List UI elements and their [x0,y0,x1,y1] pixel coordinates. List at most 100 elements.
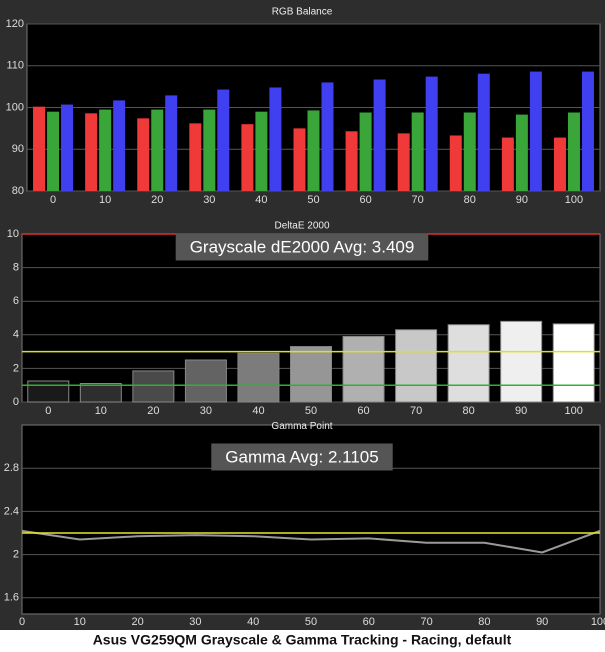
y-tick-label: 2.4 [4,505,19,517]
line [21,529,601,554]
x-tick-label: 40 [255,194,267,206]
x-tick-label: 20 [131,616,143,628]
chart-title: Gamma Point [271,421,332,432]
x-tick-label: 90 [516,194,528,206]
bar [449,135,462,191]
bar [397,133,410,191]
x-tick-label: 100 [591,616,605,628]
bar [553,137,566,191]
bar [79,383,122,403]
bar [345,131,358,191]
bar [269,87,282,191]
x-tick-label: 0 [19,616,25,628]
bar [290,346,332,403]
bar [293,128,306,191]
bar [137,118,150,191]
y-tick-label: 2 [13,362,19,374]
bar [500,320,543,403]
bar [395,329,438,403]
bar [189,123,202,191]
y-tick-label: 90 [12,143,24,155]
bar [342,335,385,403]
y-tick-label: 1.6 [4,592,19,604]
bar [217,89,230,191]
bar [373,79,386,191]
x-tick-label: 10 [74,616,86,628]
x-tick-label: 10 [95,405,107,417]
bar [447,324,490,403]
bar [307,110,320,191]
caption: Asus VG259QM Grayscale & Gamma Tracking … [93,632,512,648]
annotation-box [175,233,429,261]
bar [567,112,580,191]
x-tick-label: 100 [565,194,583,206]
bar [61,104,74,191]
x-tick-label: 70 [410,405,422,417]
x-tick-label: 80 [478,616,490,628]
y-tick-label: 8 [13,262,19,274]
x-tick-label: 60 [359,194,371,206]
annotation: Grayscale dE2000 Avg: 3.409 [190,237,415,256]
bar [359,112,372,191]
bar [515,114,528,191]
bar [99,109,112,191]
bar [425,76,438,191]
x-tick-label: 0 [45,405,51,417]
x-tick-label: 20 [151,194,163,206]
y-tick-label: 2.8 [4,462,19,474]
y-tick-label: 80 [12,185,24,197]
bar [255,111,268,191]
bar [237,352,280,403]
bar [85,113,98,191]
bar [321,82,334,191]
bar [552,323,595,403]
chart-title: DeltaE 2000 [274,221,329,232]
bar [241,124,254,191]
chart-title: RGB Balance [272,7,333,18]
x-tick-label: 90 [515,405,527,417]
y-tick-label: 100 [6,101,24,113]
x-tick-label: 40 [247,616,259,628]
annotation-box [211,443,393,471]
y-tick-label: 110 [6,60,24,72]
bar [132,370,175,403]
bar [529,71,542,191]
y-tick-label: 4 [13,329,19,341]
x-tick-label: 50 [307,194,319,206]
x-tick-label: 70 [420,616,432,628]
bar [581,71,594,191]
x-tick-label: 0 [50,194,56,206]
y-tick-label: 2 [13,549,19,561]
x-tick-label: 40 [252,405,264,417]
x-tick-label: 10 [99,194,111,206]
x-tick-label: 70 [412,194,424,206]
y-tick-label: 0 [13,396,19,408]
bar [203,109,216,191]
x-tick-label: 20 [147,405,159,417]
bar [463,112,476,191]
bar [27,380,70,403]
x-tick-label: 30 [200,405,212,417]
x-tick-label: 60 [357,405,369,417]
bar [151,109,164,191]
bar [47,111,60,191]
bar [477,73,490,191]
x-tick-label: 80 [463,405,475,417]
bar [33,106,46,191]
y-tick-label: 120 [6,18,24,30]
x-tick-label: 100 [565,405,583,417]
bar [165,95,178,191]
x-tick-label: 30 [189,616,201,628]
x-tick-label: 60 [363,616,375,628]
annotation: Gamma Avg: 2.1105 [225,447,378,466]
bar [184,359,227,403]
x-tick-label: 50 [305,616,317,628]
bar [411,112,424,191]
x-tick-label: 90 [536,616,548,628]
x-tick-label: 80 [464,194,476,206]
bar [501,137,514,191]
bar [113,100,126,191]
x-tick-label: 50 [305,405,317,417]
x-tick-label: 30 [203,194,215,206]
